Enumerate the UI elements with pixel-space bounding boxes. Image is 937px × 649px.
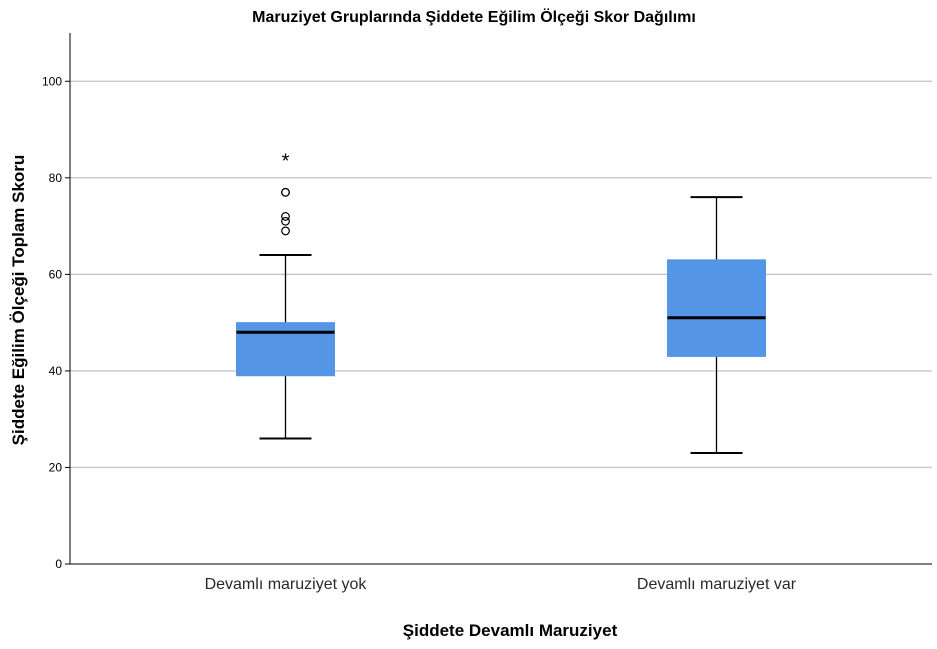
box-group: [667, 196, 766, 454]
y-tick-label: 20: [49, 460, 63, 474]
box-group: *: [236, 151, 335, 440]
outlier-point: [281, 226, 290, 236]
axes: [69, 33, 932, 565]
y-tick-label: 60: [49, 267, 63, 281]
gridlines: [70, 80, 932, 469]
boxes: *: [236, 151, 766, 454]
x-category-label: Devamlı maruziyet var: [637, 576, 797, 593]
x-category-label: Devamlı maruziyet yok: [205, 576, 368, 593]
iqr-box: [667, 259, 766, 357]
outlier-point: [281, 212, 290, 221]
y-axis-ticks: 0 20 40 60 80 100: [42, 74, 70, 571]
x-axis-category-labels: Devamlı maruziyet yok Devamlı maruziyet v…: [205, 576, 797, 593]
x-axis-title: Şiddete Devamlı Maruziyet: [403, 621, 618, 640]
outlier-point: [281, 187, 290, 197]
outlier-point: [281, 216, 290, 226]
extreme-point: *: [282, 151, 290, 173]
y-axis-title: Şiddete Eğilim Ölçeği Toplam Skoru: [9, 155, 28, 446]
y-tick-label: 40: [49, 364, 63, 378]
y-tick-label: 0: [55, 557, 62, 571]
y-tick-label: 80: [49, 171, 63, 185]
iqr-box: [236, 322, 335, 377]
y-tick-label: 100: [42, 74, 62, 88]
chart-title: Maruziyet Gruplarında Şiddete Eğilim Ölç…: [252, 7, 696, 26]
